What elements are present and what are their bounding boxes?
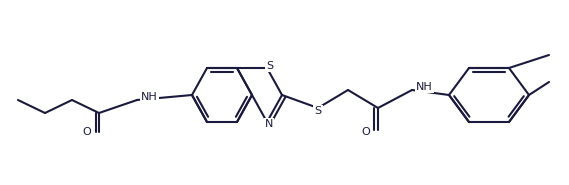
Text: O: O	[83, 127, 92, 137]
Text: O: O	[362, 127, 370, 137]
Text: N: N	[265, 119, 273, 129]
Text: S: S	[266, 61, 274, 71]
Text: NH: NH	[416, 82, 433, 92]
Text: NH: NH	[141, 92, 158, 102]
Text: S: S	[315, 106, 321, 116]
